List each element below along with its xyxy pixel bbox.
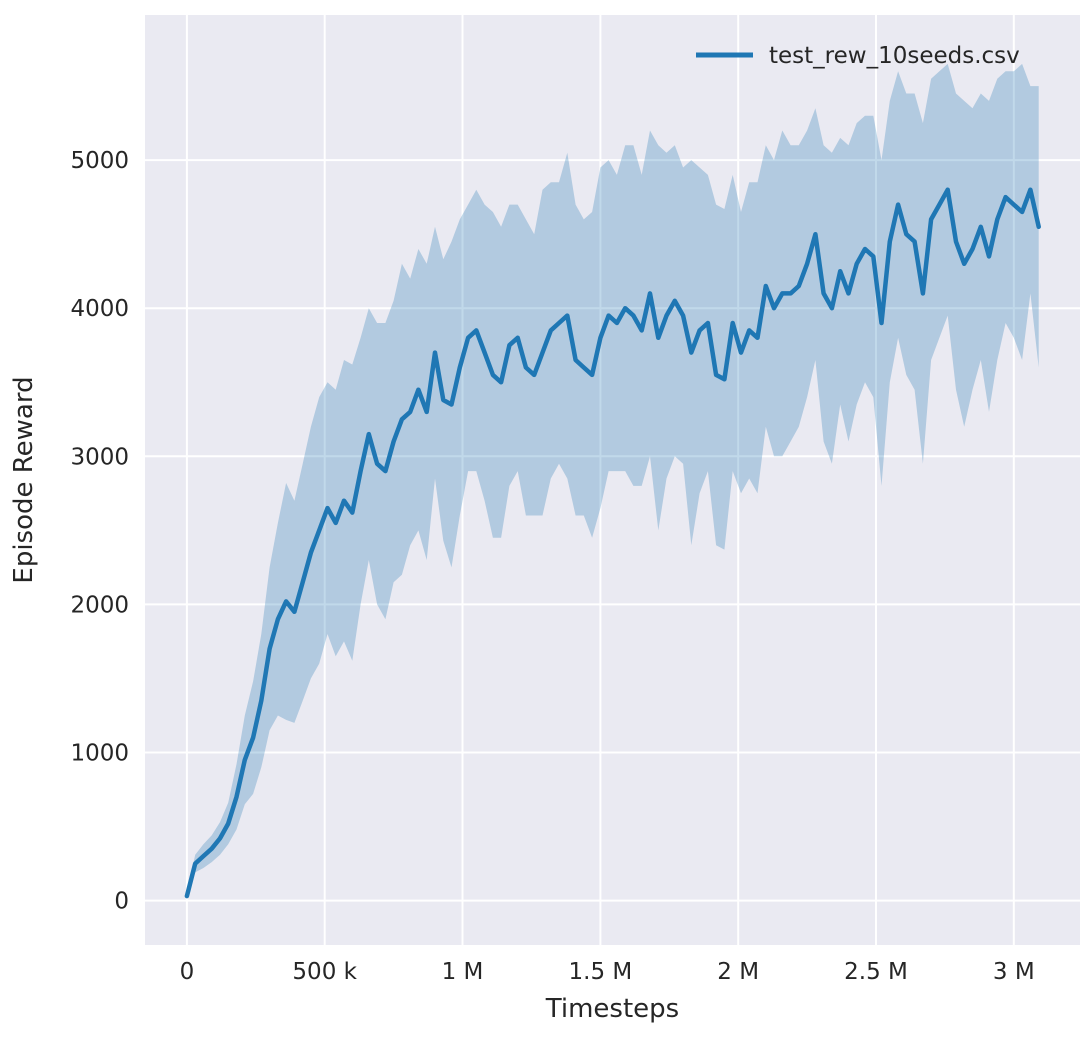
legend: test_rew_10seeds.csv [696,43,1020,69]
x-tick-label: 500 k [292,959,357,985]
y-tick-label: 5000 [70,148,129,174]
legend-label: test_rew_10seeds.csv [769,43,1020,69]
y-tick-label: 1000 [70,741,129,767]
x-tick-label: 3 M [993,959,1035,985]
y-tick-label: 2000 [70,592,129,618]
x-tick-label: 1 M [442,959,484,985]
mean-line [184,187,1041,899]
y-tick-label: 3000 [70,444,129,470]
x-tick-label: 2 M [717,959,759,985]
x-tick-label: 0 [180,959,195,985]
y-axis-label: Episode Reward [9,376,39,583]
confidence-band [186,63,1039,900]
plot-area [145,15,1080,945]
x-axis-label: Timesteps [545,994,679,1024]
x-tick-label: 2.5 M [844,959,908,985]
x-tick-label: 1.5 M [569,959,633,985]
y-tick-label: 0 [114,889,129,915]
y-tick-label: 4000 [70,296,129,322]
